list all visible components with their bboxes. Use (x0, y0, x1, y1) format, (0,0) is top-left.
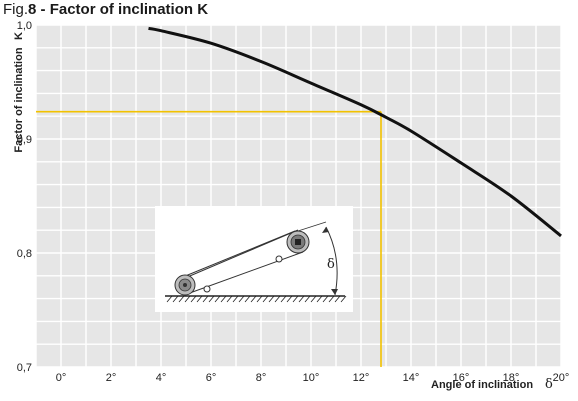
grid-lines (35, 24, 562, 368)
idler-roller (275, 255, 283, 263)
head-pulley (286, 230, 310, 254)
x-tick-label: 10° (303, 372, 320, 384)
y-axis-symbol: K (13, 32, 25, 40)
x-tick-label: 4° (156, 372, 167, 384)
x-tick-label: 8° (256, 372, 267, 384)
x-tick-label: 6° (206, 372, 217, 384)
x-axis-label: Angle of inclination (431, 379, 533, 391)
series-line (148, 26, 562, 238)
x-tick-label: 14° (403, 372, 420, 384)
x-axis-symbol: δ (545, 377, 553, 392)
arrowhead (331, 289, 338, 295)
y-tick-labels: 0,7 0,8 0,9 1,0 (17, 20, 32, 374)
x-tick-label: 18° (503, 372, 520, 384)
figure-title: Fig.8 - Factor of inclination K (3, 1, 209, 18)
y-tick-label: 0,9 (17, 134, 32, 146)
y-axis-title: Factor of inclination K (13, 32, 25, 153)
y-axis-label: Factor of inclination (13, 47, 25, 152)
arrowhead (322, 227, 329, 233)
y-tick-label: 0,8 (17, 248, 32, 260)
x-tick-label: 2° (106, 372, 117, 384)
y-tick-label: 0,7 (17, 362, 32, 374)
conveyor-inset-diagram: δ (155, 206, 353, 312)
x-tick-label: 12° (353, 372, 370, 384)
reading-guides (36, 110, 382, 367)
angle-label: δ (327, 257, 335, 272)
tail-pulley (174, 274, 196, 296)
idler-roller (203, 285, 211, 293)
y-tick-label: 1,0 (17, 20, 32, 32)
angle-reference-line (297, 221, 327, 232)
ground-hatching (165, 295, 347, 303)
x-tick-label: 0° (56, 372, 67, 384)
x-tick-label: 16° (453, 372, 470, 384)
x-tick-label: 20° (553, 372, 570, 384)
x-tick-labels: 0° 2° 4° 6° 8° 10° 12° 14° 16° 18° 20° (56, 372, 570, 384)
angle-arc (325, 226, 338, 296)
